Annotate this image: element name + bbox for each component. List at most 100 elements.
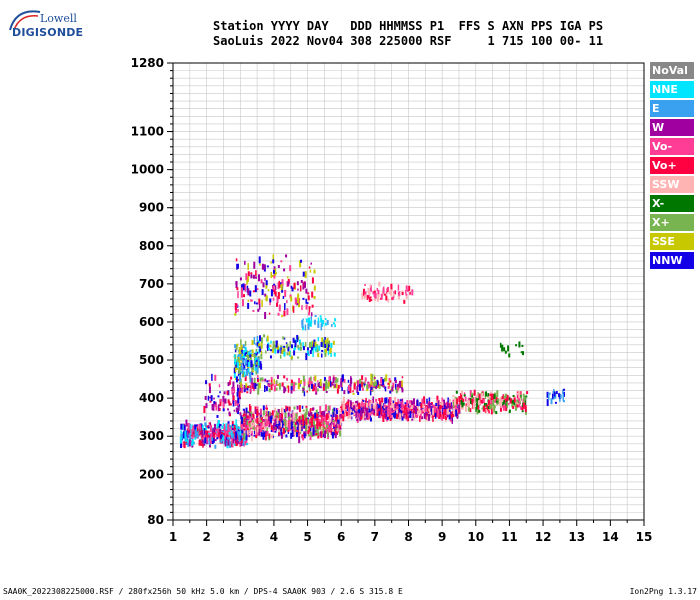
echo-point bbox=[245, 411, 248, 415]
echo-point bbox=[239, 351, 242, 356]
echo-point bbox=[458, 407, 461, 412]
y-tick-label: 1280 bbox=[131, 56, 164, 70]
echo-point bbox=[371, 399, 374, 404]
echo-point bbox=[489, 403, 492, 410]
echo-point bbox=[365, 402, 368, 408]
echo-point bbox=[330, 424, 332, 431]
echo-point bbox=[373, 412, 376, 416]
echo-point bbox=[387, 409, 390, 416]
echo-point bbox=[328, 376, 331, 382]
x-tick-label: 8 bbox=[404, 530, 412, 544]
echo-point bbox=[243, 294, 246, 298]
y-tick-label: 300 bbox=[139, 429, 164, 443]
echo-point bbox=[405, 296, 408, 300]
echo-point bbox=[183, 441, 186, 449]
echo-point bbox=[284, 289, 287, 297]
x-tick-label: 14 bbox=[602, 530, 619, 544]
echo-point bbox=[236, 362, 239, 369]
echo-point bbox=[490, 399, 492, 404]
echo-point bbox=[281, 407, 284, 414]
echo-point bbox=[491, 393, 494, 401]
echo-point bbox=[389, 291, 392, 295]
echo-point bbox=[308, 266, 311, 269]
echo-point bbox=[314, 412, 317, 419]
echo-point bbox=[188, 429, 191, 437]
echo-point bbox=[260, 339, 263, 342]
echo-point bbox=[262, 421, 265, 427]
echo-point bbox=[396, 409, 399, 414]
echo-point bbox=[272, 269, 275, 274]
echo-point bbox=[233, 367, 236, 374]
echo-point bbox=[432, 404, 435, 410]
header-line-1: Station YYYY DAY DDD HHMMSS P1 FFS S AXN… bbox=[213, 19, 604, 33]
echo-point bbox=[326, 409, 329, 416]
echo-point bbox=[442, 409, 445, 415]
echo-point bbox=[452, 406, 455, 412]
echo-point bbox=[253, 430, 256, 434]
echo-point bbox=[258, 303, 261, 310]
echo-point bbox=[293, 412, 296, 418]
echo-point bbox=[276, 296, 279, 304]
echo-point bbox=[438, 406, 441, 411]
echo-point bbox=[244, 427, 247, 430]
echo-point bbox=[449, 405, 452, 409]
echo-point bbox=[290, 296, 293, 302]
echo-point bbox=[255, 302, 258, 305]
echo-point bbox=[407, 289, 410, 292]
echo-point bbox=[490, 409, 493, 415]
echo-point bbox=[280, 424, 283, 431]
echo-point bbox=[319, 379, 322, 387]
echo-point bbox=[256, 361, 259, 365]
echo-point bbox=[401, 380, 403, 388]
echo-point bbox=[334, 383, 336, 388]
echo-point bbox=[323, 338, 325, 341]
echo-point bbox=[251, 366, 253, 372]
echo-point bbox=[309, 320, 312, 327]
echo-point bbox=[307, 380, 310, 387]
echo-point bbox=[228, 431, 231, 435]
echo-point bbox=[326, 337, 329, 345]
echo-point bbox=[287, 281, 290, 287]
echo-point bbox=[240, 415, 242, 420]
echo-point bbox=[222, 422, 225, 429]
echo-point bbox=[276, 374, 279, 379]
echo-point bbox=[255, 418, 257, 423]
echo-point bbox=[343, 390, 346, 395]
echo-point bbox=[237, 378, 240, 381]
legend-item-w: W bbox=[650, 119, 694, 136]
echo-point bbox=[276, 418, 279, 425]
echo-point bbox=[250, 274, 253, 279]
echo-point bbox=[327, 340, 330, 346]
echo-point bbox=[400, 386, 403, 390]
echo-point bbox=[316, 349, 319, 353]
echo-point bbox=[352, 392, 355, 395]
echo-point bbox=[401, 406, 404, 414]
echo-point bbox=[247, 385, 250, 388]
echo-point bbox=[301, 305, 303, 311]
echo-point bbox=[309, 436, 312, 441]
echo-point bbox=[401, 408, 403, 411]
echo-point bbox=[270, 261, 272, 264]
echo-point bbox=[359, 413, 362, 421]
echo-point bbox=[257, 308, 260, 312]
echo-point bbox=[321, 320, 324, 325]
echo-point bbox=[290, 432, 293, 439]
echo-point bbox=[228, 411, 231, 416]
echo-point bbox=[246, 276, 249, 283]
echo-point bbox=[212, 436, 214, 439]
echo-point bbox=[486, 404, 489, 411]
echo-point bbox=[225, 436, 228, 441]
echo-point bbox=[312, 347, 315, 351]
echo-point bbox=[237, 353, 240, 359]
echo-point bbox=[516, 402, 519, 408]
echo-point bbox=[242, 359, 245, 364]
echo-point bbox=[367, 288, 370, 294]
echo-point bbox=[247, 356, 249, 360]
echo-point bbox=[414, 407, 417, 415]
echo-point bbox=[378, 397, 381, 401]
echo-point bbox=[314, 341, 317, 347]
echo-point bbox=[372, 404, 375, 412]
echo-point bbox=[385, 291, 388, 294]
echo-point bbox=[363, 383, 366, 386]
echo-point bbox=[315, 433, 318, 436]
